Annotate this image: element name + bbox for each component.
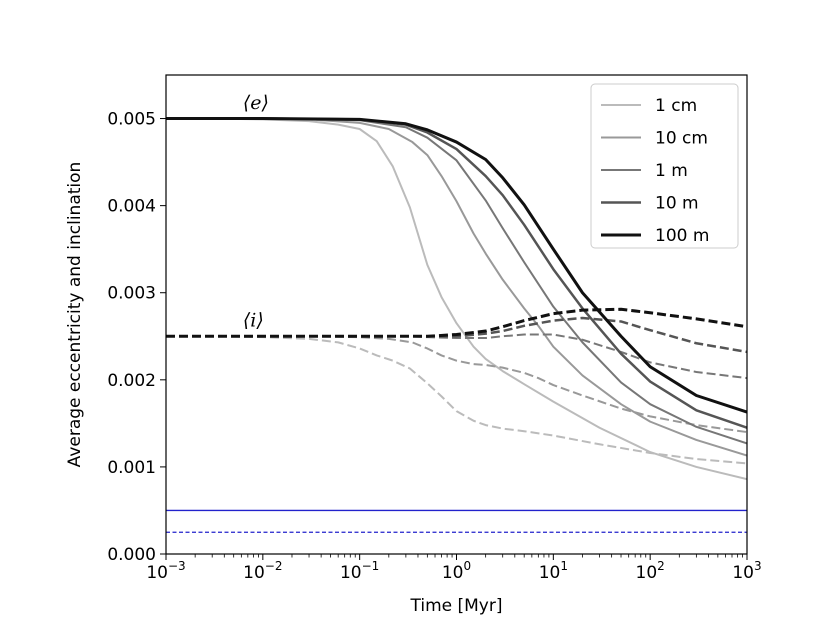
x-tick-label: 100 [442,559,471,583]
annotation-eccentricity: ⟨e⟩ [243,92,269,114]
annotation-inclination: ⟨i⟩ [243,310,264,332]
series-line-ecc-1m [166,117,747,445]
x-axis-label: Time [Myr] [410,596,503,616]
y-tick-label: 0.002 [107,371,156,391]
series-line-inc-100m [166,307,747,338]
legend-label: 1 m [655,161,688,181]
x-tick-label: 10−3 [146,559,185,583]
annotations-layer: ⟨e⟩ ⟨i⟩ [243,92,269,332]
legend-label: 10 m [655,194,699,214]
y-axis-label: Average eccentricity and inclination [65,162,85,468]
series-line-ecc-10cm [166,117,747,457]
x-tick-label: 103 [732,559,761,583]
y-tick-label: 0.003 [107,284,156,304]
data-layer [166,117,747,533]
y-tick-label: 0.001 [107,458,156,478]
legend: 1 cm 10 cm 1 m 10 m 100 m [590,83,739,249]
x-tick-label: 10−1 [340,559,379,583]
x-tick-label: 10−2 [243,559,282,583]
series-line-ecc-1cm [166,117,747,481]
series-line-ecc-100m [166,117,747,414]
legend-label: 100 m [655,226,709,246]
ticks-layer: 10−3 10−2 10−1 100 101 102 103 0.000 0.001 0.002 0… [107,110,761,583]
y-tick-label: 0.004 [107,197,156,217]
y-tick-label: 0.000 [107,545,156,565]
legend-box [590,83,739,249]
legend-label: 10 cm [655,129,708,149]
y-tick-label: 0.005 [107,110,156,130]
series-line-inc-1cm [166,335,747,465]
x-tick-label: 102 [636,559,665,583]
x-tick-label: 101 [539,559,568,583]
legend-label: 1 cm [655,96,697,116]
